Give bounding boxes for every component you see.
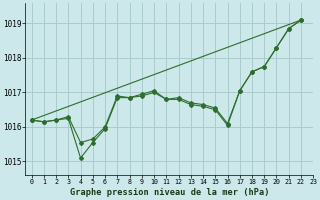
X-axis label: Graphe pression niveau de la mer (hPa): Graphe pression niveau de la mer (hPa) [69, 188, 269, 197]
